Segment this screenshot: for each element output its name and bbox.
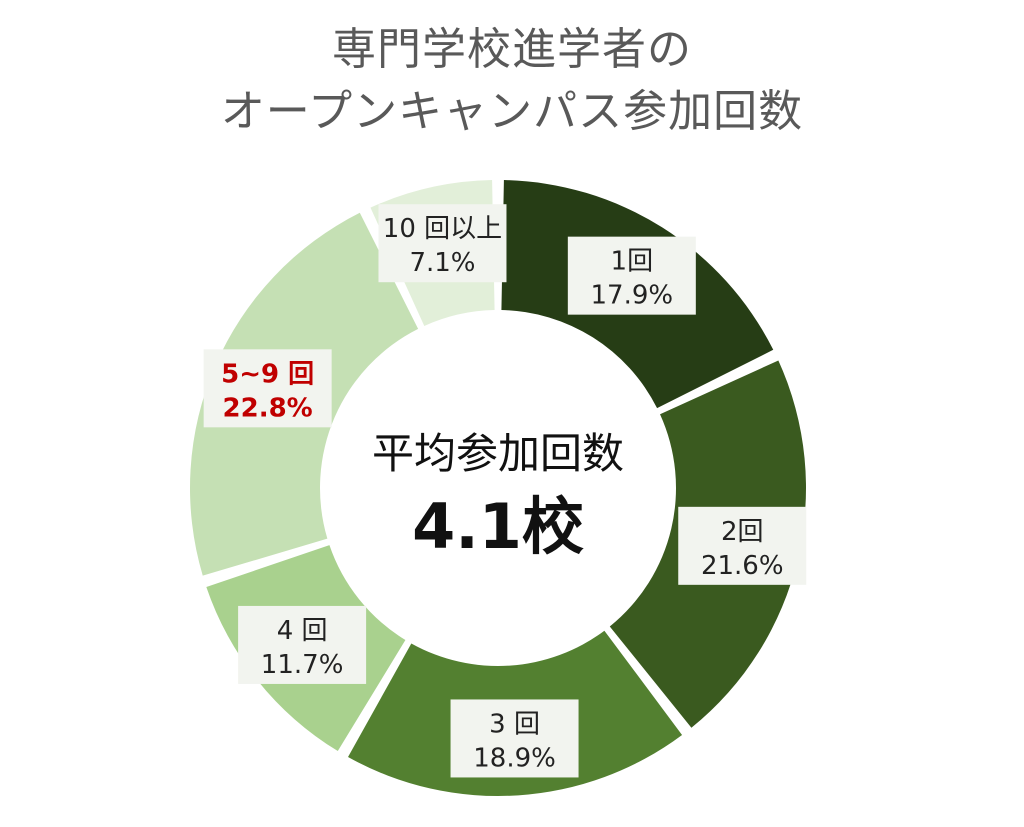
slice-label-3: 3 回 18.9% (450, 699, 579, 778)
slice-label-box (678, 506, 807, 585)
slice-label-box (238, 605, 367, 684)
slice-label-1: 1回 17.9% (567, 236, 696, 315)
slice-label-box (450, 699, 579, 778)
slice-value-label: 22.8% (223, 393, 313, 423)
slice-label-box (203, 349, 332, 428)
slice-value-label: 21.6% (701, 551, 784, 581)
slice-value-label: 18.9% (473, 743, 556, 773)
slice-label-6: 10 回以上 7.1% (378, 204, 507, 283)
slice-category-label: 3 回 (489, 709, 540, 739)
slice-category-label: 10 回以上 (383, 214, 502, 244)
center-label: 平均参加回数 (372, 429, 624, 478)
slice-label-4: 4 回 11.7% (238, 605, 367, 684)
chart-title-line-2: オープンキャンパス参加回数 (220, 86, 804, 137)
slice-value-label: 11.7% (261, 650, 344, 680)
slice-label-5: 5~9 回 22.8% (203, 349, 332, 428)
slice-category-label: 5~9 回 (221, 359, 314, 389)
slice-label-box (567, 236, 696, 315)
center-value: 4.1校 (412, 490, 584, 563)
slice-value-label: 7.1% (409, 248, 475, 278)
slice-value-label: 17.9% (591, 281, 674, 311)
slice-label-2: 2回 21.6% (678, 506, 807, 585)
slice-label-box (378, 204, 507, 283)
slice-category-label: 4 回 (277, 616, 328, 646)
chart-title-line-1: 専門学校進学者の (332, 24, 692, 75)
slice-category-label: 1回 (611, 247, 654, 277)
slice-category-label: 2回 (721, 517, 764, 547)
